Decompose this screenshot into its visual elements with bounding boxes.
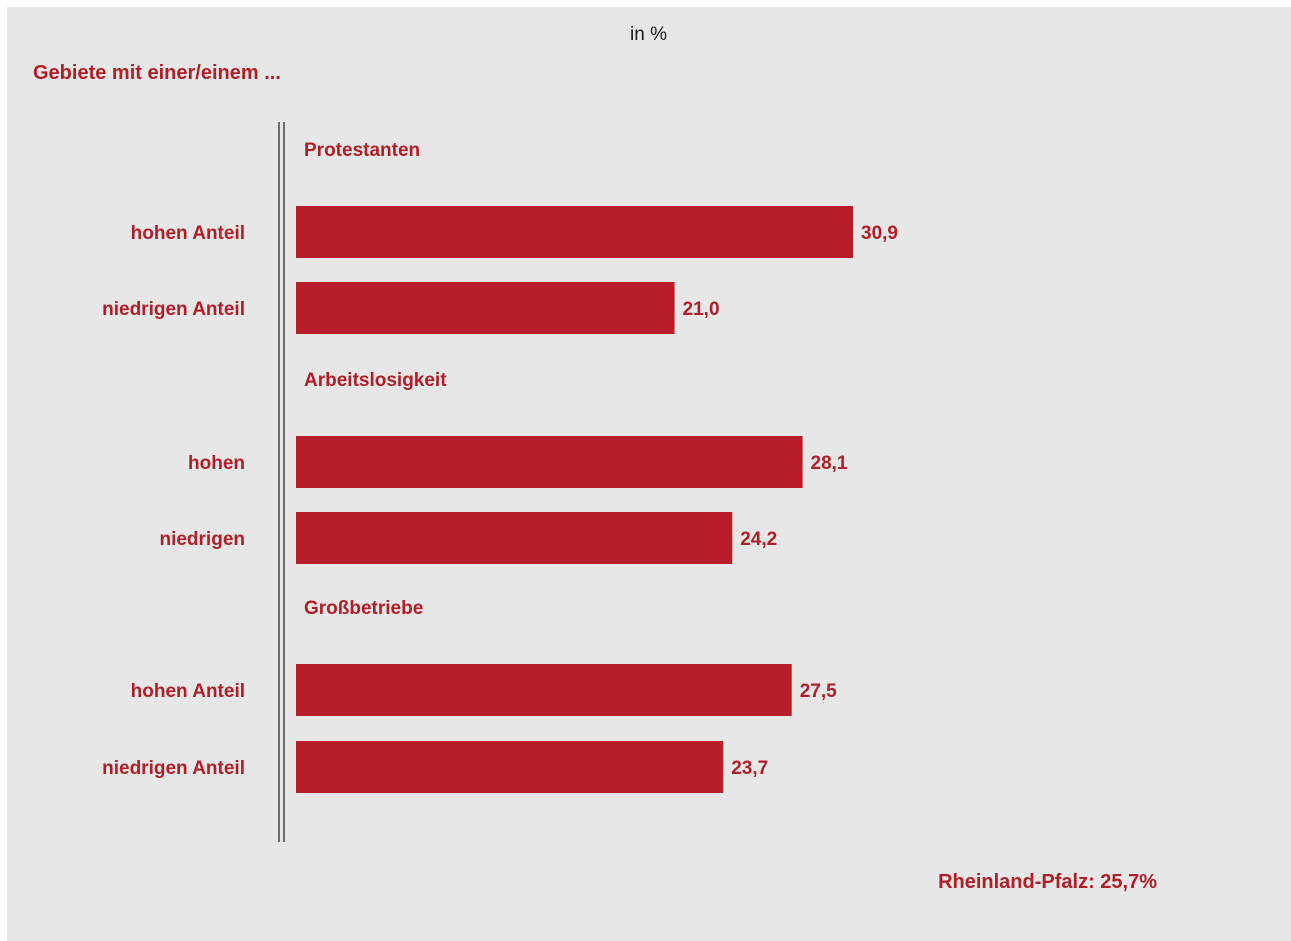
category-label: hohen xyxy=(188,453,245,474)
bar xyxy=(296,282,675,334)
category-label: niedrigen xyxy=(159,529,245,550)
value-label: 21,0 xyxy=(683,299,720,320)
group-title: Protestanten xyxy=(304,140,420,161)
bar xyxy=(296,741,724,793)
value-label: 28,1 xyxy=(811,453,848,474)
lead-label: Gebiete mit einer/einem ... xyxy=(33,62,281,84)
bar xyxy=(296,436,803,488)
value-label: 23,7 xyxy=(731,758,768,779)
category-label: niedrigen Anteil xyxy=(102,758,245,779)
value-label: 30,9 xyxy=(861,223,898,244)
value-label: 27,5 xyxy=(800,681,837,702)
group-title: Großbetriebe xyxy=(304,598,423,619)
group-title: Arbeitslosigkeit xyxy=(304,370,447,391)
category-label: hohen Anteil xyxy=(131,681,245,702)
reference-label: Rheinland-Pfalz: 25,7% xyxy=(938,871,1157,893)
bar xyxy=(296,512,733,564)
category-label: niedrigen Anteil xyxy=(102,299,245,320)
unit-label: in % xyxy=(630,24,667,45)
bar xyxy=(296,664,792,716)
bar xyxy=(296,206,853,258)
value-label: 24,2 xyxy=(740,529,777,550)
category-label: hohen Anteil xyxy=(131,223,245,244)
